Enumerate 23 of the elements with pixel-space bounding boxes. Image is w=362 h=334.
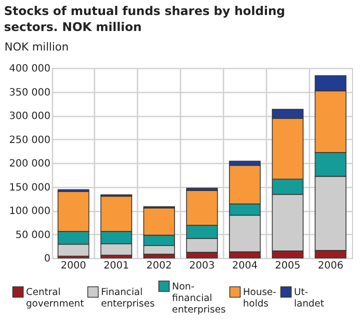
x-tick-label: 2002 <box>146 260 172 272</box>
legend-label: House-holds <box>243 287 276 310</box>
y-tick-label: 350 000 <box>9 87 50 98</box>
y-tick-label: 400 000 <box>9 64 50 74</box>
legend-label: Central government <box>26 287 84 310</box>
x-tick-label: 2005 <box>274 260 300 272</box>
legend-label: Financial enterprises <box>101 287 155 310</box>
y-tick-label: 300 000 <box>9 111 50 122</box>
x-tick-label: 2000 <box>60 260 86 272</box>
y-axis-title: NOK million <box>4 40 69 54</box>
x-tick-label: 2003 <box>189 260 215 272</box>
y-tick-label: 100 000 <box>9 206 50 217</box>
x-tick-label: 2001 <box>104 260 130 272</box>
y-tick-label: 200 000 <box>9 158 50 170</box>
y-tick-label: 0 <box>44 254 50 264</box>
x-tick-label: 2006 <box>318 260 344 272</box>
y-tick-label: 150 000 <box>9 182 50 194</box>
y-tick-label: 50 000 <box>16 230 50 241</box>
y-tick-label: 250 000 <box>9 134 50 146</box>
x-tick-label: 2004 <box>232 260 258 272</box>
legend-label: Non-financial enterprises <box>172 281 226 316</box>
legend-label: Ut-landet <box>294 287 324 310</box>
chart-title: Stocks of mutual funds shares by holding sectors. NOK million <box>3 3 286 35</box>
